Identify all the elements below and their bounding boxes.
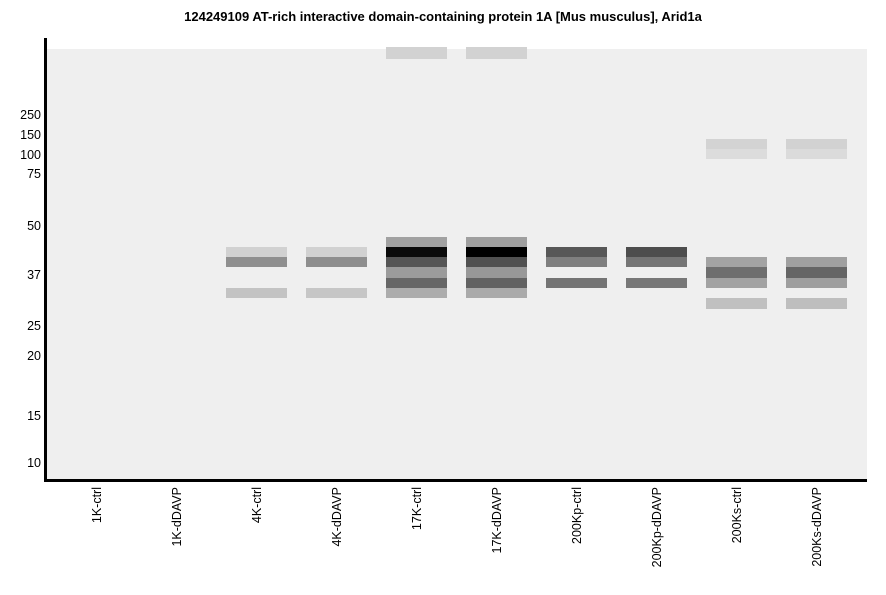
y-tick-label-100: 100 [20,148,41,162]
x-axis-label-17K-dDAVP: 17K-dDAVP [490,487,504,554]
gel-band-200Ks-ctrl-105kda [705,149,767,159]
chart-title: 124249109 AT-rich interactive domain-con… [184,9,702,24]
gel-band-4K-dDAVP-43kda [305,246,367,258]
gel-band-4K-dDAVP-32kda [305,288,367,299]
y-tick-label-20: 20 [27,349,41,363]
gel-band-200Ks-dDAVP-30kda [785,298,847,309]
gel-band-4K-dDAVP-40kda [305,257,367,268]
gel-band-17K-ctrl-260kda [385,47,447,59]
gel-band-4K-ctrl-40kda [225,257,287,268]
y-tick-label-15: 15 [27,409,41,423]
y-tick-label-250: 250 [20,108,41,122]
gel-band-200Ks-ctrl-40kda [705,257,767,268]
gel-band-4K-ctrl-32kda [225,288,287,299]
gel-band-200Kp-dDAVP-35kda [625,277,687,288]
gel-band-17K-ctrl-35kda [385,277,447,288]
x-axis-label-200Kp-ctrl: 200Kp-ctrl [570,487,584,544]
gel-band-17K-ctrl-43kda [385,246,447,258]
x-axis-label-17K-ctrl: 17K-ctrl [410,487,424,531]
gel-band-17K-ctrl-46kda [385,236,447,247]
gel-band-200Kp-ctrl-35kda [545,277,607,288]
gel-band-200Kp-dDAVP-40kda [625,257,687,268]
gel-band-4K-ctrl-43kda [225,246,287,258]
gel-band-200Ks-ctrl-30kda [705,298,767,309]
x-axis-label-200Ks-ctrl: 200Ks-ctrl [730,487,744,544]
gel-band-17K-ctrl-38kda [385,267,447,278]
y-tick-label-25: 25 [27,319,41,333]
gel-band-17K-dDAVP-43kda [465,246,527,258]
gel-band-200Ks-dDAVP-128kda [785,139,847,149]
gel-band-17K-dDAVP-32kda [465,288,527,299]
gel-band-200Kp-dDAVP-43kda [625,246,687,258]
gel-band-200Ks-dDAVP-35kda [785,277,847,288]
gel-band-17K-dDAVP-46kda [465,236,527,247]
x-axis-label-1K-ctrl: 1K-ctrl [90,487,104,524]
gel-band-17K-dDAVP-260kda [465,47,527,59]
x-axis-label-1K-dDAVP: 1K-dDAVP [170,487,184,547]
y-tick-label-37: 37 [27,268,41,282]
y-tick-label-75: 75 [27,167,41,181]
gel-band-200Ks-ctrl-128kda [705,139,767,149]
x-axis-label-4K-dDAVP: 4K-dDAVP [330,487,344,547]
gel-band-200Ks-dDAVP-105kda [785,149,847,159]
y-tick-label-50: 50 [27,219,41,233]
gel-band-200Kp-ctrl-43kda [545,246,607,258]
x-axis-label-200Kp-dDAVP: 200Kp-dDAVP [650,487,664,568]
gel-band-200Ks-dDAVP-40kda [785,257,847,268]
x-axis-label-200Ks-dDAVP: 200Ks-dDAVP [810,487,824,567]
gel-band-200Kp-ctrl-40kda [545,257,607,268]
x-axis-line [44,479,867,482]
gel-band-17K-dDAVP-40kda [465,257,527,268]
gel-band-17K-ctrl-32kda [385,288,447,299]
gel-band-17K-ctrl-40kda [385,257,447,268]
y-tick-label-150: 150 [20,128,41,142]
gel-band-17K-dDAVP-35kda [465,277,527,288]
gel-band-200Ks-ctrl-35kda [705,277,767,288]
x-axis-label-4K-ctrl: 4K-ctrl [250,487,264,524]
gel-band-200Ks-ctrl-38kda [705,267,767,278]
y-axis-line [44,38,47,482]
gel-band-17K-dDAVP-38kda [465,267,527,278]
gel-band-200Ks-dDAVP-38kda [785,267,847,278]
y-tick-label-10: 10 [27,456,41,470]
